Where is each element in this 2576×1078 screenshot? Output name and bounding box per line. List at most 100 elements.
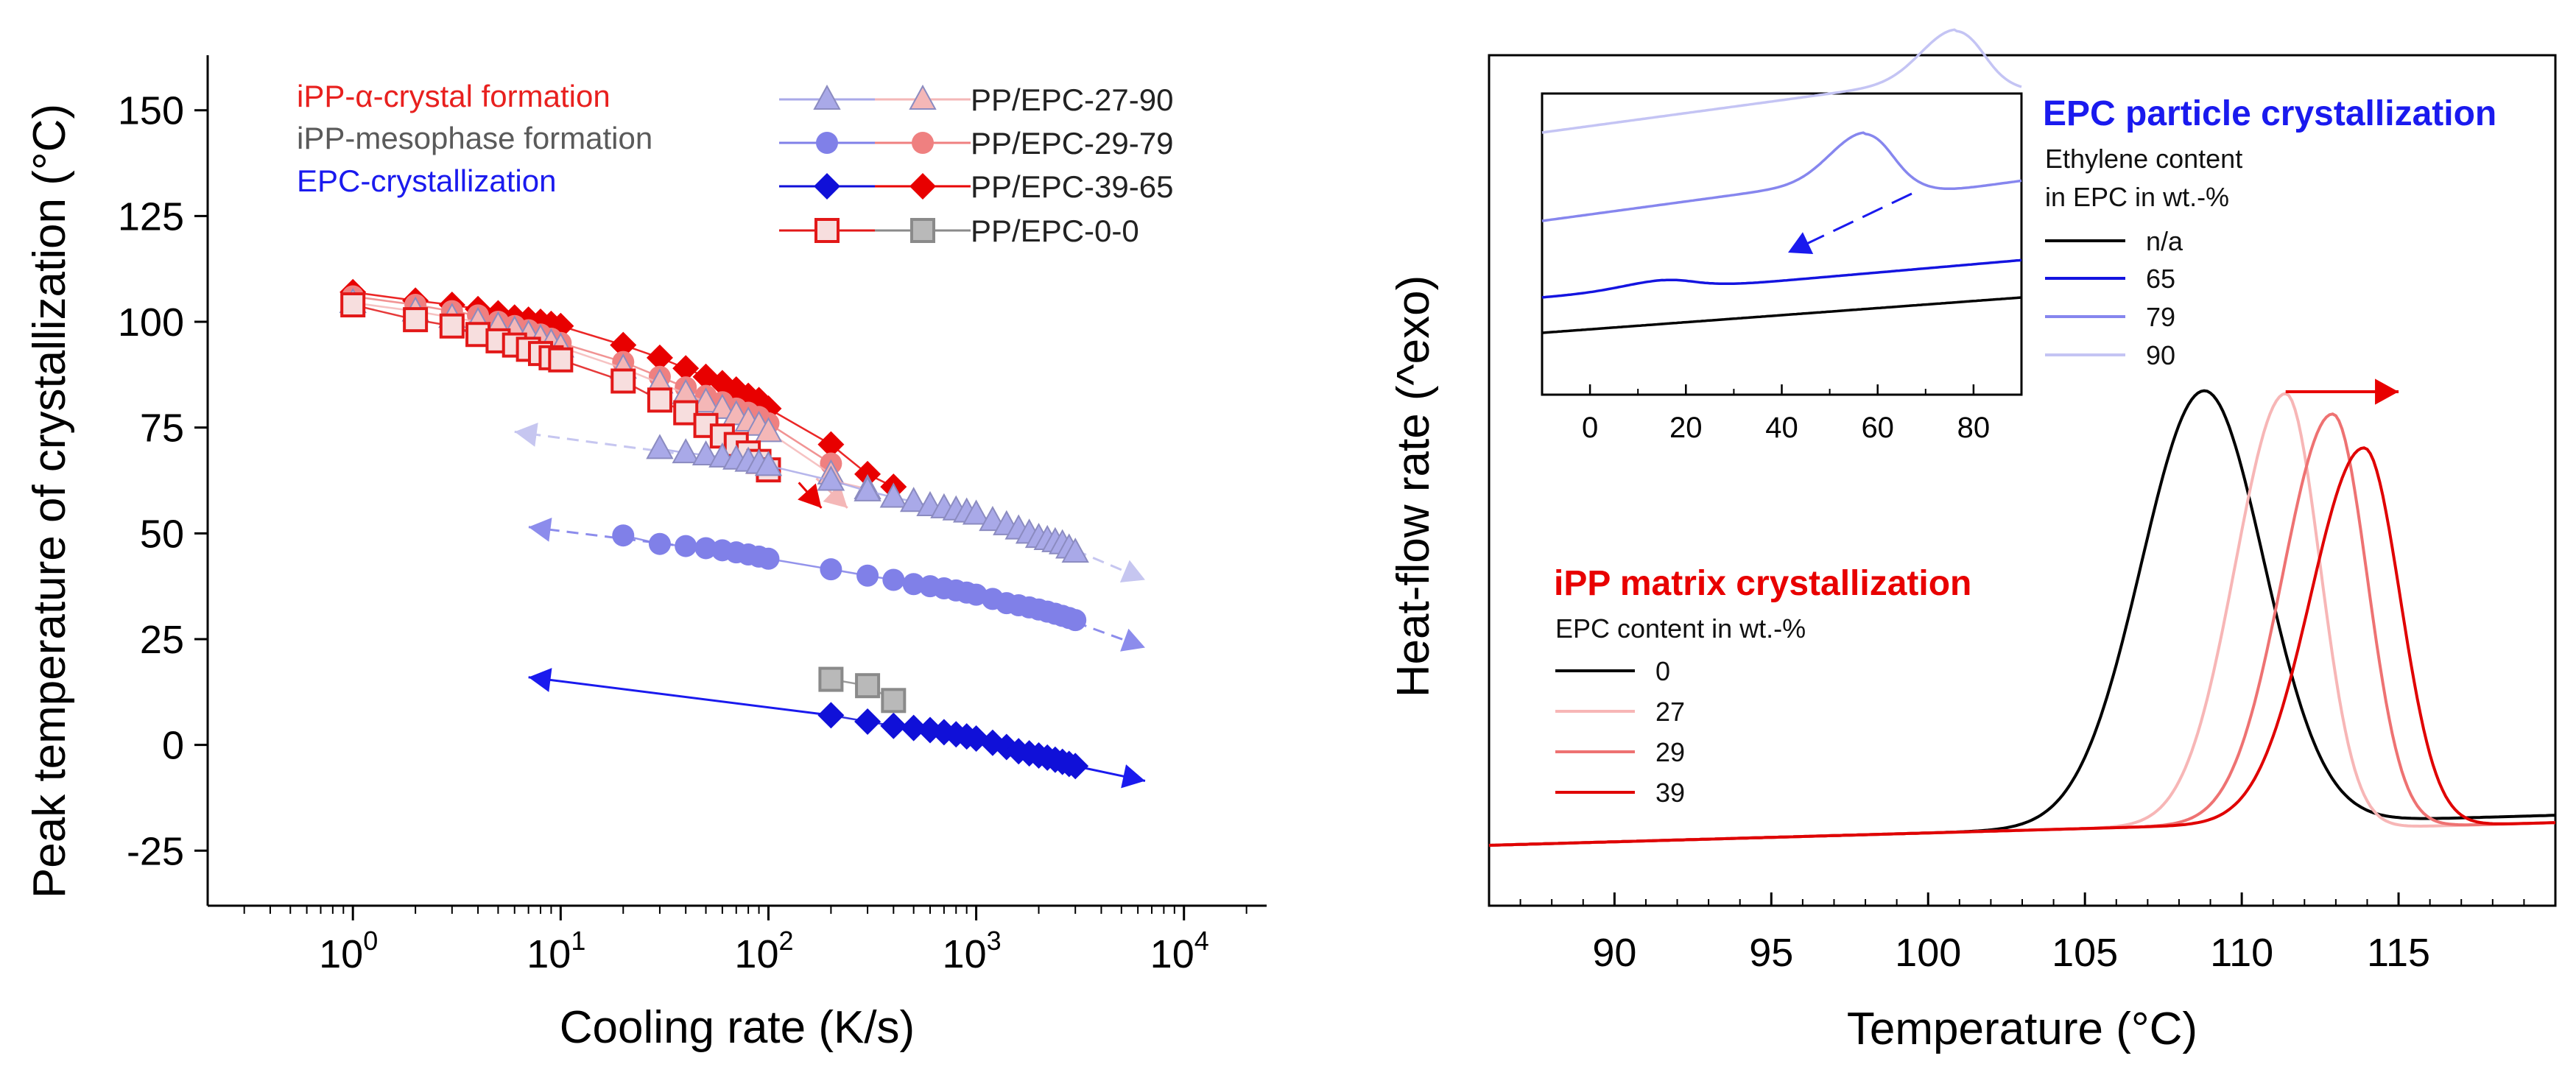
- x-tick-label: 103: [943, 926, 1002, 976]
- inset-legend-label: 79: [2146, 302, 2175, 332]
- legend-marker-right: [910, 218, 935, 243]
- x-tick-label: 95: [1749, 931, 1793, 975]
- data-point: [1061, 538, 1089, 563]
- data-point: [820, 558, 842, 581]
- inset-title: EPC particle crystallization: [2043, 94, 2496, 133]
- legend-marker-left: [813, 84, 841, 110]
- data-point: [856, 564, 879, 587]
- data-point: [754, 417, 783, 443]
- inset-subtitle-2: in EPC in wt.-%: [2045, 182, 2229, 212]
- right-chart: 90 95 100 105 110 115 Temperature (°C) Heat-flo…: [1388, 28, 2557, 1054]
- data-point: [548, 347, 574, 373]
- data-point: [646, 434, 674, 459]
- process-legend-label: iPP-α-crystal formation: [297, 79, 610, 113]
- trend-arrow-line: [528, 676, 831, 716]
- data-point: [902, 573, 925, 596]
- legend-label: 29: [1655, 737, 1685, 767]
- inset-shift-arrow-head: [1788, 232, 1814, 254]
- legend-marker-right: [909, 173, 936, 200]
- legend-label: 0: [1655, 656, 1670, 686]
- data-point: [691, 387, 720, 413]
- trend-arrow-head: [798, 483, 822, 508]
- process-legend-label: EPC-crystallization: [297, 163, 556, 198]
- inset-curve: [1541, 28, 2022, 134]
- data-point: [879, 482, 908, 508]
- y-tick-label: 50: [140, 512, 184, 556]
- legend-marker-left: [816, 132, 838, 154]
- data-point: [881, 688, 907, 714]
- data-point: [610, 331, 637, 359]
- x-axis-label: Temperature (°C): [1847, 1004, 2197, 1054]
- legend-label: PP/EPC-29-79: [971, 126, 1173, 161]
- inset-frame: [1541, 92, 2023, 396]
- trend-arrow-head: [1119, 560, 1145, 583]
- data-point: [754, 451, 783, 476]
- inset-x-tick-label: 20: [1669, 412, 1703, 444]
- data-point: [708, 393, 736, 419]
- y-axis-label: Heat-flow rate (^exo): [1388, 275, 1439, 698]
- data-point: [854, 460, 881, 487]
- y-tick-label: 100: [118, 300, 184, 345]
- legend-marker-right: [909, 84, 937, 110]
- inset-x-tick-label: 60: [1861, 412, 1894, 444]
- legend-subtitle: EPC content in wt.-%: [1555, 613, 1806, 644]
- data-point: [648, 532, 671, 555]
- data-point: [647, 387, 672, 413]
- x-tick-label: 102: [734, 926, 793, 976]
- y-tick-label: 0: [162, 724, 184, 768]
- data-point: [900, 714, 927, 741]
- data-point: [675, 535, 697, 557]
- data-point: [694, 537, 717, 560]
- x-tick-label: 110: [2210, 931, 2273, 975]
- data-point: [854, 476, 881, 501]
- data-point: [817, 465, 845, 491]
- y-tick-label: 75: [140, 406, 184, 451]
- data-point: [439, 313, 465, 339]
- data-point: [403, 307, 429, 333]
- shift-arrow-head: [2375, 378, 2399, 405]
- data-point: [880, 712, 907, 739]
- data-point: [855, 673, 881, 699]
- x-tick-label: 100: [319, 926, 378, 976]
- legend-label: 39: [1655, 778, 1685, 808]
- inset-curve: [1541, 258, 2022, 299]
- inset-x-tick-label: 0: [1582, 412, 1598, 444]
- data-point: [757, 547, 780, 570]
- inset-legend-label: n/a: [2146, 226, 2183, 256]
- data-point: [962, 499, 990, 525]
- inset-legend-label: 90: [2146, 340, 2175, 370]
- inset-x-tick-label: 80: [1957, 412, 1991, 444]
- data-point: [817, 702, 845, 729]
- data-point: [818, 666, 844, 692]
- legend-marker-left: [814, 173, 840, 200]
- x-axis-label: Cooling rate (K/s): [560, 1002, 915, 1053]
- trend-arrow-head: [528, 668, 552, 692]
- process-legend-label: iPP-mesophase formation: [297, 121, 652, 155]
- x-tick-label: 115: [2367, 931, 2430, 975]
- y-axis-label: Peak temperature of crystallization (°C): [24, 104, 75, 898]
- x-tick-label: 90: [1592, 931, 1636, 975]
- inset-curve: [1541, 296, 2022, 334]
- data-point: [340, 292, 366, 318]
- legend-label: PP/EPC-27-90: [971, 82, 1173, 117]
- x-tick-label: 105: [2052, 931, 2118, 975]
- data-point: [882, 568, 905, 591]
- y-tick-label: -25: [127, 829, 184, 873]
- data-point: [817, 431, 845, 458]
- inset-shift-arrow-line: [1800, 192, 1912, 248]
- legend-label: PP/EPC-0-0: [971, 214, 1139, 248]
- data-point: [673, 400, 699, 426]
- data-point: [646, 344, 673, 371]
- y-tick-label: 150: [118, 89, 184, 133]
- x-tick-label: 100: [1895, 931, 1961, 975]
- data-point: [672, 355, 700, 382]
- trend-arrow-head: [1121, 764, 1145, 789]
- trend-arrow-head: [528, 518, 552, 542]
- legend-title: iPP matrix crystallization: [1554, 564, 1971, 603]
- data-point: [1064, 609, 1087, 632]
- trend-arrow-head: [514, 423, 538, 447]
- data-point: [672, 438, 700, 464]
- data-point: [899, 487, 928, 512]
- data-point: [691, 440, 720, 466]
